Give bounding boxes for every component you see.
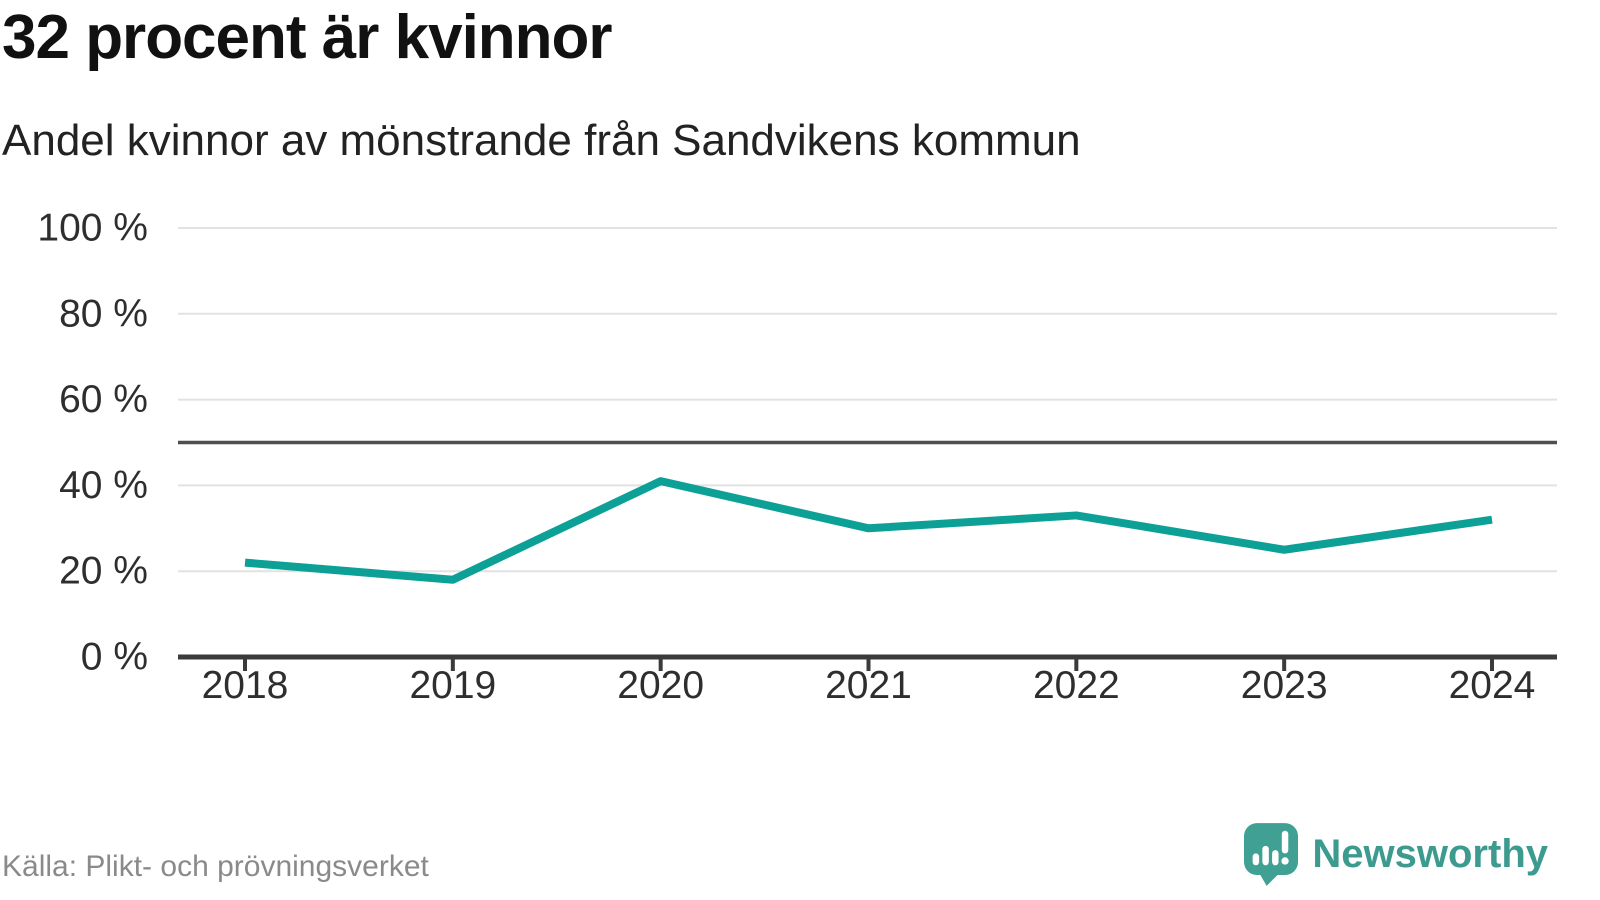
chart-subtitle: Andel kvinnor av mönstrande från Sandvik… xyxy=(2,116,1081,165)
newsworthy-logo-icon xyxy=(1244,823,1299,886)
x-axis-label-2018: 2018 xyxy=(202,664,289,707)
x-axis-label-2023: 2023 xyxy=(1241,664,1328,707)
x-axis-label-2019: 2019 xyxy=(409,664,496,707)
logo-bar-short xyxy=(1253,853,1260,866)
source-note: Källa: Plikt- och prövningsverket xyxy=(2,850,429,883)
x-axis-label-2022: 2022 xyxy=(1033,664,1120,707)
y-axis-label-0: 0 % xyxy=(81,636,148,679)
logo-exclamation-bar xyxy=(1282,830,1289,854)
y-axis-label-100: 100 % xyxy=(37,207,148,250)
chart-title: 32 procent är kvinnor xyxy=(2,3,613,72)
y-axis-label-80: 80 % xyxy=(59,292,148,335)
logo-bar-medium xyxy=(1272,850,1279,866)
newsworthy-logo: Newsworthy xyxy=(1244,823,1548,886)
y-axis-label-60: 60 % xyxy=(59,378,148,421)
logo-bar-tall xyxy=(1262,845,1270,866)
data-line-Andel kvinnor av mönstrande xyxy=(244,477,1493,584)
logo-exclamation-dot xyxy=(1281,857,1290,865)
x-axis-label-2020: 2020 xyxy=(617,664,704,707)
newsworthy-logo-text: Newsworthy xyxy=(1312,832,1548,876)
y-axis-label-20: 20 % xyxy=(59,550,148,593)
x-axis-label-2021: 2021 xyxy=(825,664,912,707)
x-axis-label-2024: 2024 xyxy=(1449,664,1536,707)
y-axis-label-40: 40 % xyxy=(59,464,148,507)
